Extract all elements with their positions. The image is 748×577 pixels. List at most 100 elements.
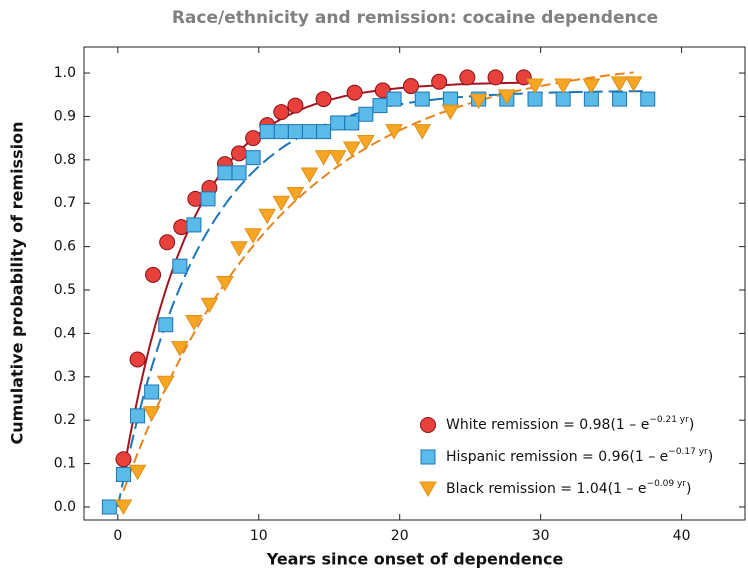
legend-label: White remission = 0.98(1 – e−0.21 yr): [446, 415, 694, 434]
point: [230, 241, 248, 257]
point: [115, 451, 132, 468]
y-tick-label: 0.6: [54, 239, 76, 255]
legend-suffix: ): [689, 417, 694, 433]
y-tick-label: 0.1: [54, 456, 76, 472]
point: [231, 165, 247, 181]
point: [358, 106, 374, 122]
point: [328, 150, 347, 166]
point: [145, 266, 162, 283]
point: [115, 466, 131, 482]
point: [273, 124, 289, 140]
point: [101, 499, 117, 515]
x-tick-label: 10: [250, 528, 268, 544]
y-tick-label: 0.0: [54, 499, 76, 515]
point: [413, 124, 432, 140]
point: [527, 91, 543, 107]
point: [385, 124, 403, 140]
point: [159, 234, 176, 251]
legend-exponent: −0.09 yr: [647, 479, 687, 489]
point: [158, 317, 174, 333]
legend-marker: [419, 481, 437, 498]
x-tick-label: 0: [113, 528, 122, 544]
point: [316, 124, 332, 140]
point: [216, 276, 234, 292]
point: [442, 91, 458, 107]
x-tick-label: 40: [673, 528, 691, 544]
point: [128, 464, 147, 481]
y-tick-label: 0.2: [54, 412, 76, 428]
legend-marker: [420, 417, 436, 433]
point: [344, 115, 360, 131]
point: [272, 195, 291, 212]
point: [555, 91, 571, 107]
point: [459, 69, 476, 86]
point: [583, 91, 599, 107]
point: [526, 78, 544, 95]
y-tick-label: 0.4: [54, 325, 76, 341]
point: [245, 150, 261, 166]
point: [346, 84, 363, 101]
point: [231, 145, 248, 162]
point: [640, 91, 656, 107]
point: [386, 91, 402, 107]
legend-name: Black remission = 1.04(1 – e: [446, 481, 647, 497]
point: [315, 91, 332, 108]
y-tick-label: 0.8: [54, 152, 76, 168]
point: [612, 91, 628, 107]
point: [402, 78, 419, 95]
x-tick-label: 30: [532, 528, 550, 544]
y-tick-label: 1.0: [54, 65, 76, 81]
legend-exponent: −0.21 yr: [649, 415, 689, 425]
x-axis-label: Years since onset of dependence: [266, 550, 564, 569]
legend-label: Hispanic remission = 0.96(1 – e−0.17 yr): [446, 447, 713, 466]
y-tick-label: 0.3: [54, 369, 76, 385]
legend-name: Hispanic remission = 0.96(1 – e: [446, 449, 668, 465]
point: [170, 341, 189, 357]
point: [300, 167, 319, 184]
point: [357, 134, 375, 151]
plot-frame: [83, 46, 746, 521]
point: [515, 69, 532, 86]
legend-label: Black remission = 1.04(1 – e−0.09 yr): [446, 479, 691, 498]
legend-marker: [420, 449, 436, 465]
point: [156, 375, 175, 392]
point: [186, 217, 202, 233]
legend-name: White remission = 0.98(1 – e: [446, 417, 649, 433]
point: [431, 73, 448, 90]
point: [217, 165, 233, 181]
point: [469, 93, 488, 110]
legend-suffix: ): [686, 481, 691, 497]
point: [330, 115, 346, 131]
point: [302, 124, 318, 140]
point: [142, 406, 161, 422]
y-axis-label: Cumulative probability of remission: [8, 122, 27, 445]
point: [497, 89, 516, 105]
x-tick-label: 20: [391, 528, 409, 544]
point: [245, 130, 262, 147]
point: [258, 208, 277, 225]
point: [273, 104, 290, 121]
point: [114, 499, 133, 515]
point: [287, 124, 303, 140]
point: [144, 384, 160, 400]
y-tick-label: 0.5: [54, 282, 76, 298]
point: [372, 98, 388, 114]
legend-suffix: ): [708, 449, 713, 465]
point: [624, 76, 643, 92]
point: [129, 351, 146, 368]
point: [259, 124, 275, 140]
point: [554, 78, 573, 95]
point: [244, 228, 262, 244]
point: [582, 78, 601, 95]
point: [185, 315, 203, 331]
point: [441, 104, 460, 121]
point: [172, 258, 188, 274]
fit-curve: [122, 81, 524, 473]
legend-exponent: −0.17 yr: [668, 447, 708, 457]
point: [487, 69, 504, 86]
point: [130, 408, 146, 424]
point: [287, 97, 304, 114]
chart-title: Race/ethnicity and remission: cocaine de…: [172, 8, 658, 28]
y-tick-label: 0.7: [54, 195, 76, 211]
